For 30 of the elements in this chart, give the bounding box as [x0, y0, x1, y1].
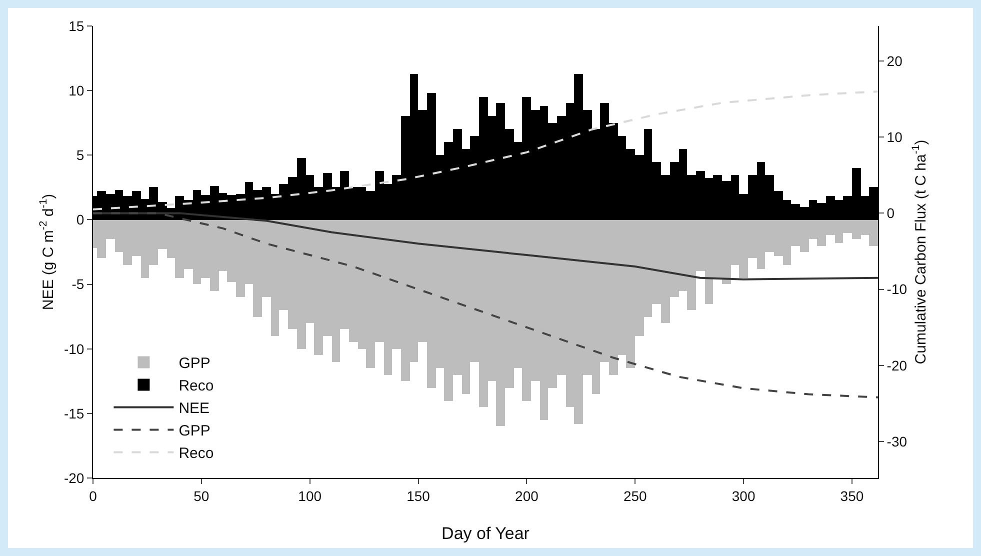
x-tick-label: 0	[89, 488, 98, 504]
y2-tick-label: 10	[886, 129, 903, 145]
y2-tick-label: -30	[886, 433, 908, 450]
x-tick-label: 50	[194, 488, 210, 504]
y-tick-label: -10	[64, 340, 84, 357]
legend-label: GPP	[178, 355, 210, 372]
legend-label: GPP	[178, 422, 210, 440]
line-series	[93, 90, 878, 210]
legend-label: Reco	[178, 445, 214, 462]
x-tick-label: 200	[515, 488, 539, 504]
y-tick-label: -20	[64, 470, 84, 486]
y-tick-label: 5	[76, 147, 84, 164]
y-tick-label: -15	[64, 405, 84, 422]
line-series	[93, 212, 878, 398]
y2-tick-label: 20	[886, 52, 903, 69]
y-tick-label: -5	[72, 276, 84, 292]
y2-tick-label: -20	[886, 357, 908, 374]
y-tick-label: 15	[68, 18, 84, 34]
legend-label: NEE	[178, 400, 210, 418]
x-tick-label: 100	[298, 488, 322, 504]
y2-tick-label: 0	[886, 205, 895, 222]
x-tick-label: 350	[840, 488, 864, 504]
y-tick-label: 10	[68, 82, 84, 98]
y2-tick-label: -10	[886, 281, 908, 298]
x-tick-label: 250	[623, 488, 648, 504]
x-tick-label: 300	[732, 488, 756, 504]
x-axis-title: Day of Year	[442, 524, 530, 543]
y-tick-label: 0	[76, 212, 84, 228]
x-tick-label: 150	[406, 488, 430, 504]
legend-label: Reco	[178, 378, 214, 395]
